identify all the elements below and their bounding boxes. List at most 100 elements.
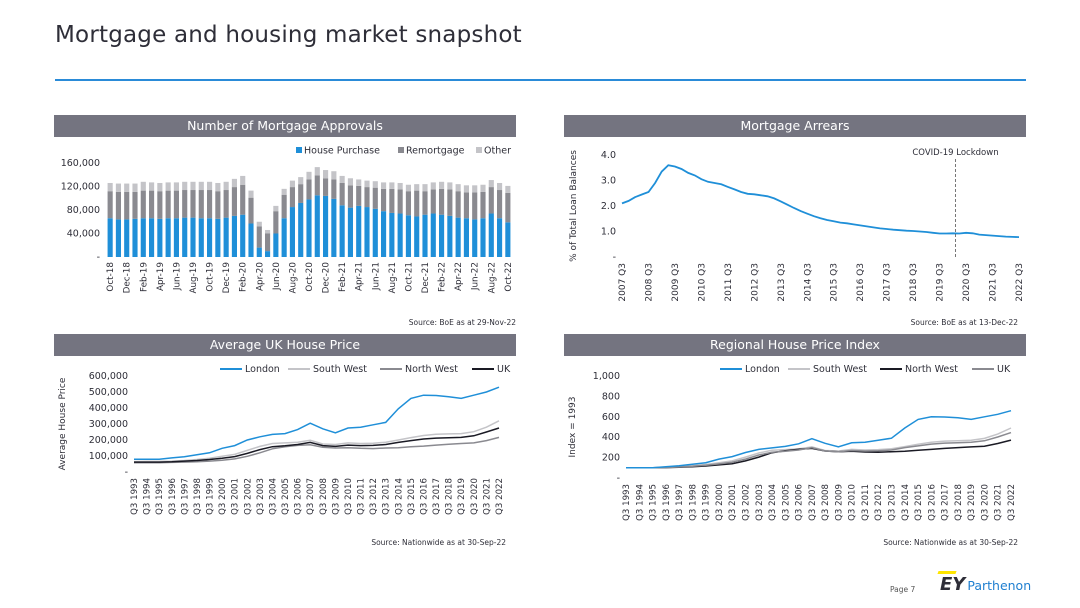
bar-segment [439,188,445,215]
bar-segment [331,198,337,257]
y-tick-label: 800 [602,391,620,402]
bar-segment [182,217,188,257]
bar-segment [265,229,271,234]
x-tick-label: Q3 2004 [768,484,778,521]
x-tick-label: Q3 2008 [821,484,831,521]
y-tick-label: 160,000 [61,158,100,169]
x-tick-label: 2021 Q3 [989,263,999,302]
bar-segment [314,167,320,176]
x-tick-label: Jun-21 [371,262,381,291]
x-tick-label: Oct-22 [504,262,514,292]
x-tick-label: Apr-19 [156,262,166,291]
bar-segment [273,233,279,257]
covid-annotation: COVID-19 Lockdown [912,148,998,158]
x-tick-label: Q3 2011 [357,478,367,515]
x-tick-label: Aug-21 [388,262,398,294]
bar-segment [422,184,428,192]
x-tick-label: Q3 2000 [715,484,725,521]
bar-segment [157,182,163,192]
bar-segment [497,190,503,219]
x-tick-label: 2011 Q3 [724,263,734,302]
ey-parthenon-logo: EY Parthenon [937,571,1031,596]
bar-segment [223,181,229,191]
x-tick-label: Q3 2013 [382,478,392,515]
bar-segment [488,187,494,214]
bar-segment [223,190,229,218]
x-tick-label: Q3 2018 [954,484,964,521]
series-line [134,436,500,464]
legend-swatch [296,147,302,153]
bar-segment [140,190,146,219]
bar-segment [463,192,469,219]
y-tick-label: 3.0 [601,176,616,187]
bar-segment [289,180,295,188]
x-tick-label: 2016 Q3 [856,263,866,302]
bar-segment [149,182,155,191]
bar-segment [488,180,494,188]
x-tick-label: Q3 1994 [635,484,645,521]
x-tick-label: Aug-22 [487,262,497,294]
bar-segment [165,190,171,219]
bar-segment [207,181,213,191]
bar-segment [190,190,196,218]
x-tick-label: Q3 1999 [702,484,712,521]
x-tick-label: Q3 2009 [331,478,341,515]
bar-segment [455,184,461,192]
bar-segment [124,183,130,192]
bar-segment [306,171,312,180]
bar-segment [463,218,469,257]
x-tick-label: Q3 2006 [795,484,805,521]
x-tick-label: Q3 2008 [319,478,329,515]
x-tick-label: Jun-22 [471,262,481,291]
x-tick-label: 2020 Q3 [962,263,972,302]
bar-segment [372,187,378,209]
bar-segment [381,188,387,212]
x-tick-label: Q3 1998 [193,478,203,515]
bar-segment [198,218,204,257]
bar-segment [323,195,329,257]
bar-segment [173,190,179,219]
x-tick-label: Feb-22 [438,262,448,292]
bar-segment [389,212,395,257]
bar-segment [173,218,179,257]
bar-segment [463,185,469,193]
legend-swatch [476,147,482,153]
logo-beam [937,571,957,574]
x-tick-label: 2008 Q3 [644,263,654,302]
y-tick-label: 500,000 [89,387,128,398]
x-tick-label: Apr-20 [255,262,265,291]
bar-segment [405,215,411,257]
x-tick-label: Feb-21 [338,262,348,292]
legend-label: London [745,364,780,375]
x-tick-label: Q3 2012 [874,484,884,521]
bar-segment [347,185,353,208]
bar-segment [298,184,304,203]
bar-segment [215,182,221,192]
bar-segment [356,205,362,257]
bar-segment [207,190,213,219]
bar-segment [397,189,403,214]
bar-segment [364,207,370,257]
y-tick-label: 120,000 [61,182,100,193]
y-axis-label: Average House Price [58,377,68,470]
x-tick-label: Q3 2019 [457,478,467,515]
x-tick-label: Q3 2009 [834,484,844,521]
bar-segment [273,211,279,234]
bar-segment [265,251,271,257]
bar-segment [140,181,146,191]
x-tick-label: Q3 2007 [306,478,316,515]
x-tick-label: Q3 2011 [861,484,871,521]
x-tick-label: Q3 1995 [155,478,165,515]
x-tick-label: Q3 2003 [755,484,765,521]
y-tick-label: - [613,252,616,263]
x-tick-label: Oct-18 [106,262,116,292]
y-tick-label: - [617,473,620,484]
y-tick-label: - [97,252,100,263]
x-tick-label: Q3 2010 [848,484,858,521]
bar-segment [405,191,411,216]
y-axis-label: Index = 1993 [568,397,578,458]
y-tick-label: 200 [602,453,620,464]
bar-segment [207,218,213,257]
bar-segment [256,247,262,257]
bar-segment [347,178,353,186]
